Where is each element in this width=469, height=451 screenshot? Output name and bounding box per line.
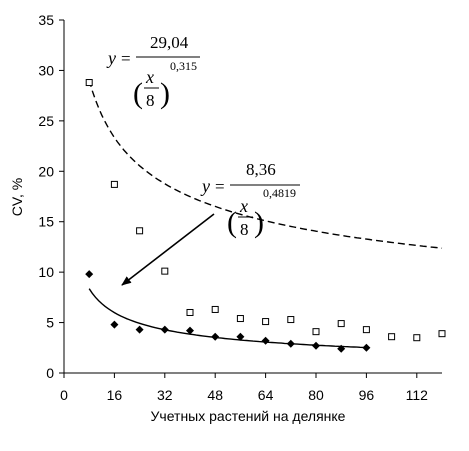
formula-lower: y = 8,36 ( x 8 ) 0,4819	[200, 160, 300, 239]
point-series-2	[236, 332, 245, 341]
formula-lower-eq: =	[215, 177, 225, 196]
point-series-2	[211, 332, 220, 341]
x-axis-title: Учетных растений на делянке	[151, 408, 346, 424]
formula-upper-numerator: 29,04	[150, 33, 189, 52]
formula-lower-numerator: 8,36	[246, 160, 276, 179]
point-series-1	[262, 318, 270, 326]
formula-lower-denominator: 8	[240, 220, 249, 239]
formula-upper-eq: =	[121, 49, 131, 68]
x-tick-label: 48	[207, 387, 223, 403]
y-tick-label: 30	[38, 62, 54, 78]
point-series-1	[85, 79, 93, 87]
x-tick-label: 32	[157, 387, 173, 403]
point-series-1	[186, 308, 194, 316]
y-tick-label: 0	[46, 365, 54, 381]
point-series-2	[160, 325, 169, 334]
formula-upper-paren-left: (	[133, 77, 143, 110]
y-tick-label: 20	[38, 163, 54, 179]
point-series-1	[287, 316, 295, 324]
y-tick-label: 10	[38, 264, 54, 280]
axes	[63, 20, 442, 374]
point-series-2	[337, 344, 346, 353]
point-series-1	[388, 333, 396, 341]
y-tick-label: 5	[46, 315, 54, 331]
y-axis-ticks: 0 5 10 15 20 25 30 35	[38, 12, 64, 381]
y-tick-label: 15	[38, 214, 54, 230]
formula-upper-exponent: 0,315	[170, 59, 197, 73]
point-series-1	[362, 326, 370, 334]
x-axis-ticks: 0 16 32 48 64 80 96 112	[60, 373, 428, 403]
annotation-arrow	[121, 213, 215, 286]
formula-upper-paren-right: )	[160, 77, 170, 110]
point-series-1	[337, 320, 345, 328]
x-tick-label: 0	[60, 387, 68, 403]
formula-lower-x: x	[239, 196, 248, 216]
fit-curve-series-1	[88, 79, 443, 249]
formula-upper: y = 29,04 ( x 8 ) 0,315	[106, 33, 200, 110]
data-points	[85, 79, 446, 353]
y-axis-title: CV, %	[9, 178, 25, 216]
point-series-1	[236, 315, 244, 323]
fit-curves	[88, 79, 443, 349]
point-series-2	[135, 325, 144, 334]
point-series-1	[110, 180, 118, 188]
formula-upper-denominator: 8	[146, 91, 155, 110]
x-tick-label: 16	[107, 387, 123, 403]
point-series-1	[413, 334, 421, 342]
y-tick-label: 25	[38, 113, 54, 129]
point-series-2	[110, 320, 119, 329]
formula-lower-y: y	[200, 176, 210, 196]
point-series-2	[312, 341, 320, 350]
point-series-2	[362, 343, 371, 352]
formula-upper-x: x	[145, 67, 154, 87]
x-tick-label: 80	[308, 387, 324, 403]
y-tick-label: 35	[38, 12, 54, 28]
x-tick-label: 112	[406, 387, 429, 403]
point-series-1	[312, 328, 320, 336]
point-series-1	[136, 227, 144, 235]
x-tick-label: 96	[359, 387, 375, 403]
point-series-2	[286, 339, 295, 348]
point-series-1	[161, 267, 169, 275]
point-series-2	[186, 326, 194, 335]
point-series-2	[261, 336, 270, 345]
formula-lower-exponent: 0,4819	[263, 186, 296, 200]
x-tick-label: 64	[258, 387, 274, 403]
point-series-1	[438, 330, 446, 338]
formula-lower-paren-left: (	[227, 206, 237, 239]
point-series-1	[211, 305, 219, 313]
fit-curve-series-2	[88, 288, 367, 349]
point-series-2	[85, 270, 94, 279]
formula-lower-paren-right: )	[254, 206, 264, 239]
formula-upper-y: y	[106, 48, 116, 68]
